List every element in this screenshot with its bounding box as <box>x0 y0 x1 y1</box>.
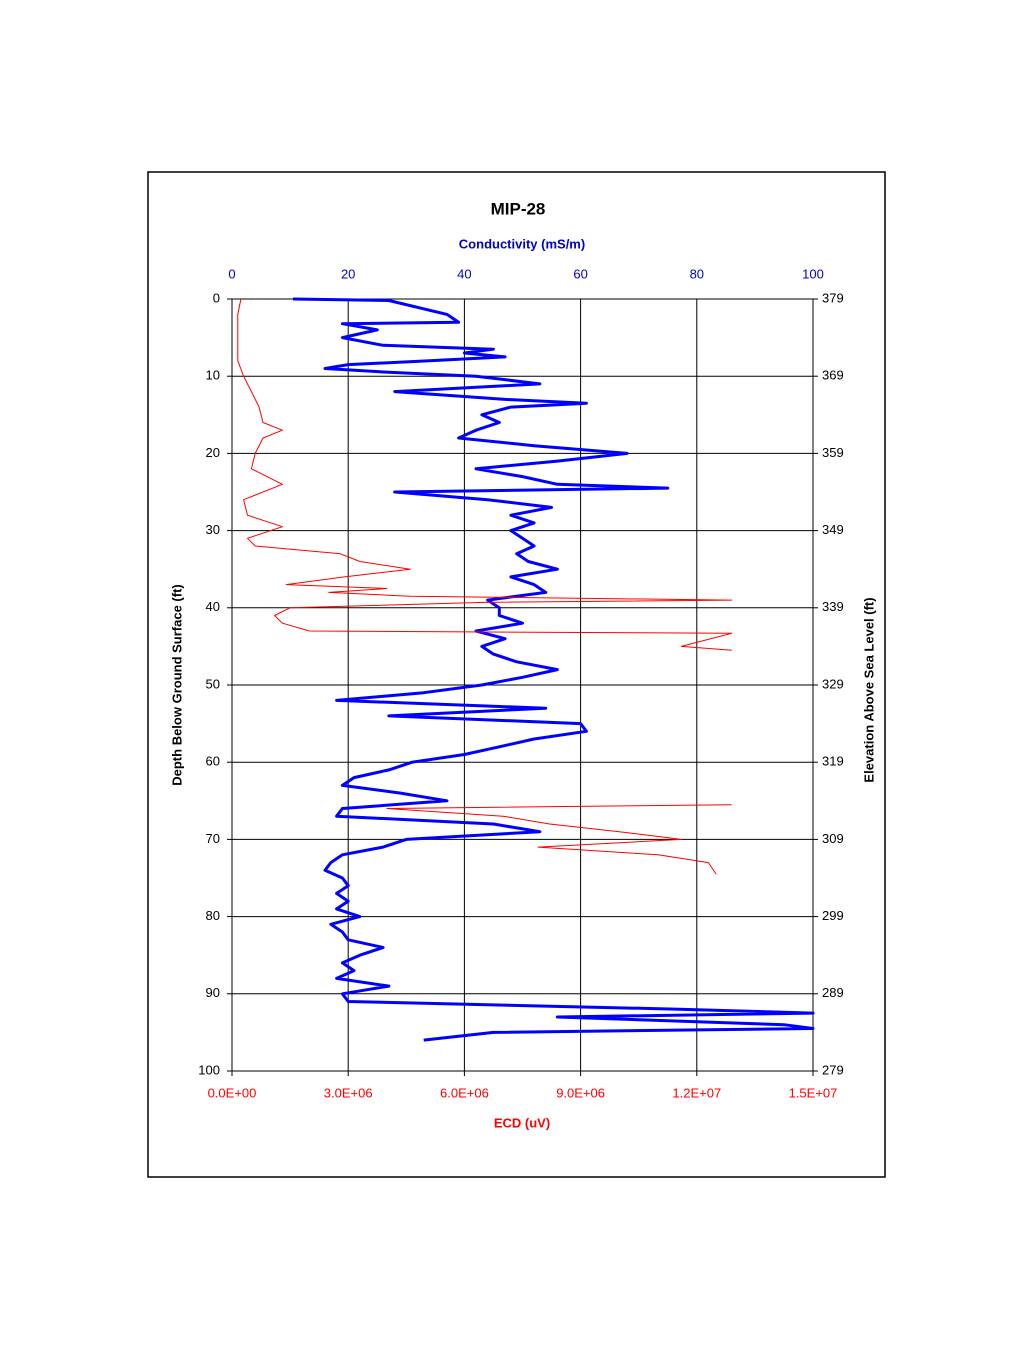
x-tick-label: 100 <box>802 266 824 281</box>
y-tick-label: 50 <box>206 676 220 691</box>
y2-tick-label: 379 <box>822 290 844 305</box>
y2-tick-label: 349 <box>822 522 844 537</box>
y2-tick-label: 319 <box>822 754 844 769</box>
chart-frame <box>147 171 886 1178</box>
y-tick-label: 40 <box>206 599 220 614</box>
y2-tick-label: 309 <box>822 831 844 846</box>
x2-tick-label: 9.0E+06 <box>556 1085 605 1100</box>
x-axis-title: Conductivity (mS/m) <box>459 236 585 251</box>
x2-tick-label: 3.0E+06 <box>324 1085 373 1100</box>
x-tick-label: 60 <box>573 266 587 281</box>
y2-tick-label: 329 <box>822 676 844 691</box>
x2-axis-title: ECD (uV) <box>494 1115 550 1130</box>
x-tick-label: 0 <box>228 266 235 281</box>
y2-axis-title: Elevation Above Sea Level (ft) <box>861 597 876 782</box>
x-tick-label: 40 <box>457 266 471 281</box>
y-tick-label: 30 <box>206 522 220 537</box>
y2-tick-label: 359 <box>822 445 844 460</box>
y2-tick-label: 279 <box>822 1062 844 1077</box>
y-tick-label: 100 <box>198 1062 220 1077</box>
y-tick-label: 60 <box>206 754 220 769</box>
y-tick-label: 90 <box>206 985 220 1000</box>
x2-tick-label: 1.5E+07 <box>789 1085 838 1100</box>
chart-title: MIP-28 <box>491 199 546 218</box>
x2-tick-label: 0.0E+00 <box>208 1085 257 1100</box>
y2-tick-label: 369 <box>822 368 844 383</box>
y-tick-label: 20 <box>206 445 220 460</box>
y2-tick-label: 289 <box>822 985 844 1000</box>
y-tick-label: 0 <box>213 290 220 305</box>
y-axis-title: Depth Below Ground Surface (ft) <box>169 584 184 786</box>
data-line <box>238 299 732 905</box>
y-tick-label: 70 <box>206 831 220 846</box>
y2-tick-label: 339 <box>822 599 844 614</box>
x-tick-label: 80 <box>690 266 704 281</box>
x-tick-label: 20 <box>341 266 355 281</box>
y-tick-label: 10 <box>206 368 220 383</box>
x2-tick-label: 6.0E+06 <box>440 1085 489 1100</box>
y-tick-label: 80 <box>206 908 220 923</box>
y2-tick-label: 299 <box>822 908 844 923</box>
data-line <box>292 297 815 1042</box>
x2-tick-label: 1.2E+07 <box>672 1085 721 1100</box>
